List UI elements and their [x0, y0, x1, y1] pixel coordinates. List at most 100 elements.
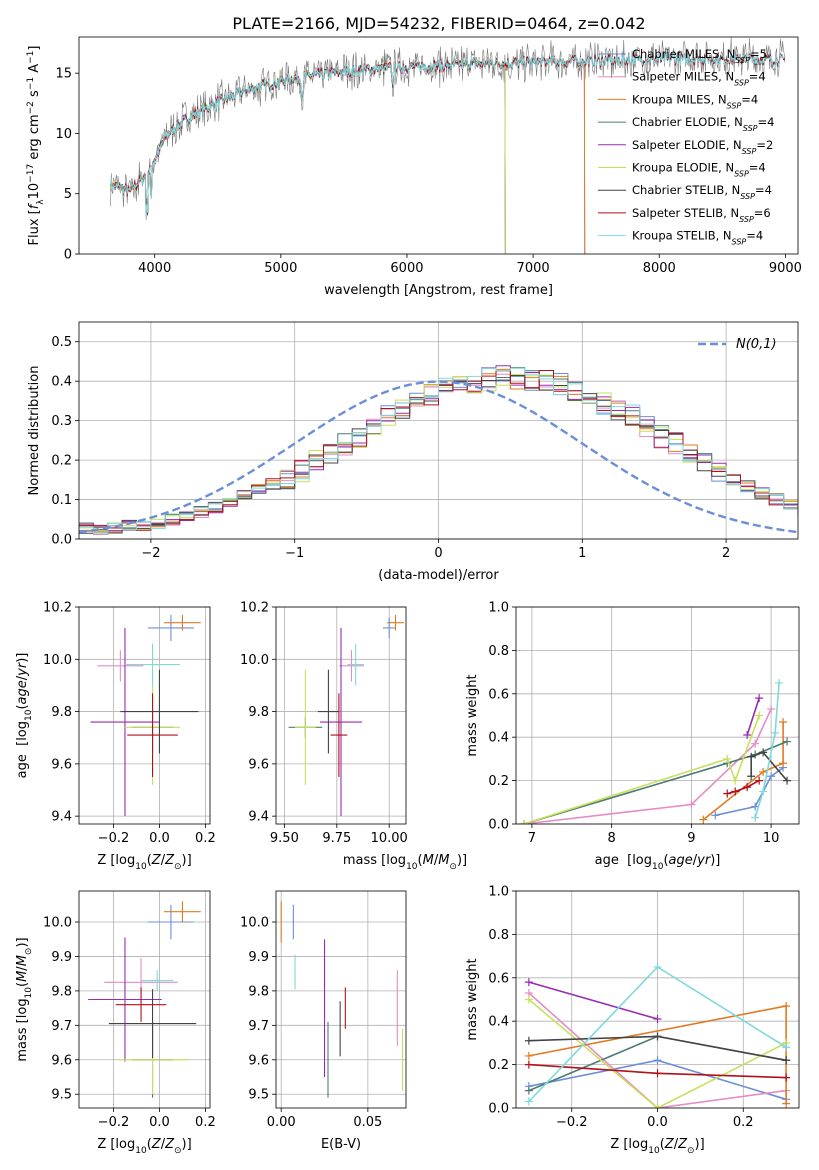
data-point-marker [767, 704, 776, 713]
legend-entry: Salpeter MILES, NSSP=4 [632, 70, 766, 88]
plot-area [280, 901, 404, 1098]
series-line [746, 697, 760, 736]
x-tick-label: 7 [528, 831, 536, 846]
y-tick-label: 15 [55, 67, 72, 82]
legend-entry: Salpeter ELODIE, NSSP=2 [632, 138, 773, 156]
data-point-marker [653, 1104, 662, 1108]
legend-entry: Chabrier ELODIE, NSSP=4 [632, 115, 774, 133]
series-salpeter-stelib [524, 1060, 791, 1082]
data-point-marker [759, 787, 768, 796]
x-axis-label: E(B-V) [321, 1137, 361, 1152]
errorbar-salpeter-stelib [127, 693, 178, 777]
data-point-marker [743, 731, 752, 740]
errorbar-salpeter-elodie [90, 627, 160, 817]
x-tick-label: 8000 [643, 261, 676, 276]
y-tick-label: 9.5 [51, 1088, 72, 1103]
data-point-marker [783, 776, 792, 785]
chart-spectrum: 4000 5000 6000 7000 8000 9000 0 5 10 15 wavelength… [26, 36, 802, 298]
errorbar-salpeter-elodie [88, 937, 162, 1062]
x-tick-label: 5000 [264, 261, 297, 276]
x-tick-label: 6000 [390, 261, 423, 276]
chart-residuals: −2 −1 0 1 2 0.0 0.1 0.2 0.3 0.4 0.5 N(0,1) (data-mod… [27, 321, 799, 583]
y-tick-label: 0.1 [51, 493, 72, 508]
x-tick-label: −0.2 [98, 1115, 130, 1130]
chart-mass-vs-Z: −0.2 0.0 0.2 9.5 9.6 9.7 9.8 9.9 10.0 Z [log10(Z/… [15, 890, 216, 1156]
series-line [523, 708, 772, 824]
axes-frame [275, 890, 407, 1109]
data-point-marker [759, 767, 768, 776]
y-tick-label: 10.2 [43, 601, 72, 616]
errorbar-kroupa-stelib [124, 643, 181, 686]
y-tick-label: 9.6 [51, 1053, 72, 1068]
series-kroupa-miles [524, 1002, 791, 1108]
data-point-marker [782, 1073, 791, 1082]
data-point-marker [782, 1056, 791, 1065]
data-point-marker [775, 678, 784, 687]
y-tick-label: 10.0 [240, 653, 269, 668]
data-point-marker [771, 728, 780, 737]
y-tick-label: 10.0 [240, 916, 269, 931]
data-point-marker [524, 1060, 533, 1069]
model-spectrum-kroupa-stelib [110, 51, 786, 216]
x-tick-label: 8 [608, 831, 616, 846]
y-tick-label: 0.8 [488, 928, 509, 943]
data-point-marker [755, 711, 764, 720]
series-line [750, 751, 788, 782]
axes-frame [78, 321, 799, 540]
y-axis-label: age [log10(age/yr)] [15, 653, 34, 779]
y-tick-label: 0.6 [488, 687, 509, 702]
series-line [715, 766, 784, 817]
y-tick-label: 9.8 [248, 705, 269, 720]
y-tick-label: 10.2 [240, 601, 269, 616]
data-point-marker [731, 776, 740, 785]
errorbar-kroupa-miles [164, 614, 201, 631]
data-point-marker [747, 752, 756, 761]
data-point-marker [524, 1051, 533, 1060]
y-tick-label: 10.0 [43, 916, 72, 931]
series-chabrier-stelib [747, 748, 792, 785]
axes-frame [515, 606, 800, 825]
y-tick-label: 9.8 [51, 984, 72, 999]
x-axis-label: mass [log10(M/M⊙)] [343, 853, 467, 872]
axes-frame [78, 36, 799, 255]
chart-age-vs-Z: −0.2 0.0 0.2 9.4 9.6 9.8 10.0 10.2 Z [log10(Z/Z⊙… [15, 601, 216, 873]
data-point-marker [519, 820, 528, 824]
y-tick-label: 0.8 [488, 644, 509, 659]
y-tick-label: 0 [64, 248, 72, 263]
y-tick-label: 9.4 [248, 810, 269, 825]
series-kroupa-stelib [524, 962, 791, 1106]
model-spectrum-chabrier-elodie [110, 56, 506, 254]
data-point-marker [751, 813, 760, 822]
errorbar-kroupa-miles [164, 901, 201, 922]
errorbar-chabrier-stelib [317, 669, 339, 754]
y-tick-label: 9.7 [248, 1019, 269, 1034]
data-point-marker [524, 1086, 533, 1095]
chart-mass-vs-ebv: 0.00 0.05 9.5 9.6 9.7 9.8 9.9 10.0 E(B-V) [240, 890, 407, 1152]
series-kroupa-elodie [524, 995, 791, 1108]
data-point-marker [755, 694, 764, 703]
y-tick-label: 0.2 [488, 1058, 509, 1073]
plot-area [110, 37, 786, 254]
x-axis-label: Z [log10(Z/Z⊙)] [610, 1137, 704, 1156]
errorbar-chabrier-miles [147, 904, 194, 940]
y-tick-label: 10.0 [43, 653, 72, 668]
series-salpeter-elodie [524, 978, 662, 1024]
x-axis-label: Z [log10(Z/Z⊙)] [97, 1137, 191, 1156]
errorbar-chabrier-stelib [120, 669, 199, 754]
data-point-marker [747, 772, 756, 781]
data-point-marker [782, 1099, 791, 1108]
legend-entry: N(0,1) [736, 337, 777, 352]
data-point-marker [723, 754, 732, 763]
y-tick-label: 9.9 [51, 950, 72, 965]
x-tick-label: 7000 [517, 261, 550, 276]
histogram-chabrier-miles [79, 367, 798, 532]
y-tick-label: 0.4 [51, 375, 72, 390]
y-tick-label: 9.8 [51, 705, 72, 720]
data-point-marker [767, 772, 776, 781]
series-line [528, 992, 787, 1108]
legend: Chabrier MILES, NSSP=5 Salpeter MILES, NS… [598, 47, 774, 246]
data-point-marker [653, 1056, 662, 1065]
y-tick-label: 9.4 [51, 810, 72, 825]
legend-entry: Salpeter STELIB, NSSP=6 [632, 206, 771, 224]
histogram-chabrier-elodie [79, 367, 798, 529]
